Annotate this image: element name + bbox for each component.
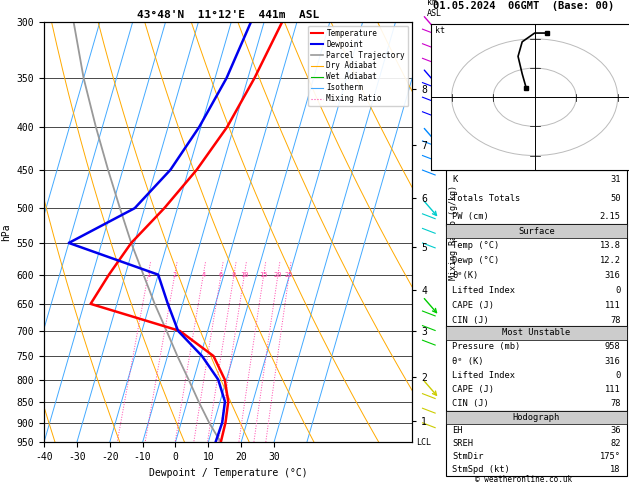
Text: Most Unstable: Most Unstable bbox=[502, 328, 571, 337]
Text: 18: 18 bbox=[610, 465, 621, 474]
Text: CAPE (J): CAPE (J) bbox=[452, 301, 494, 310]
Text: 0: 0 bbox=[615, 286, 621, 295]
Text: 316: 316 bbox=[605, 357, 621, 365]
Y-axis label: hPa: hPa bbox=[1, 223, 11, 241]
Text: 111: 111 bbox=[605, 301, 621, 310]
Text: LCL: LCL bbox=[416, 438, 431, 447]
Text: kt: kt bbox=[435, 26, 445, 35]
Text: 0: 0 bbox=[615, 371, 621, 380]
Text: © weatheronline.co.uk: © weatheronline.co.uk bbox=[475, 474, 572, 484]
Text: 8: 8 bbox=[232, 272, 236, 278]
Text: Pressure (mb): Pressure (mb) bbox=[452, 342, 520, 351]
Text: 111: 111 bbox=[605, 385, 621, 394]
Text: PW (cm): PW (cm) bbox=[452, 212, 489, 221]
Text: 1: 1 bbox=[146, 272, 150, 278]
Text: Hodograph: Hodograph bbox=[513, 413, 560, 422]
Text: 01.05.2024  06GMT  (Base: 00): 01.05.2024 06GMT (Base: 00) bbox=[433, 1, 615, 12]
Title: 43°48'N  11°12'E  441m  ASL: 43°48'N 11°12'E 441m ASL bbox=[137, 10, 319, 20]
Text: 78: 78 bbox=[610, 399, 621, 408]
Text: 6: 6 bbox=[219, 272, 223, 278]
Bar bbox=[446, 170, 627, 226]
Text: CIN (J): CIN (J) bbox=[452, 316, 489, 325]
Text: Mixing Ratio (g/kg): Mixing Ratio (g/kg) bbox=[449, 185, 458, 279]
Text: 15: 15 bbox=[260, 272, 268, 278]
Text: StmDir: StmDir bbox=[452, 452, 484, 461]
Text: SREH: SREH bbox=[452, 439, 473, 448]
Bar bbox=[446, 326, 627, 340]
Bar bbox=[446, 224, 627, 328]
X-axis label: Dewpoint / Temperature (°C): Dewpoint / Temperature (°C) bbox=[148, 468, 308, 478]
Text: 78: 78 bbox=[610, 316, 621, 325]
Text: 31: 31 bbox=[610, 175, 621, 184]
Text: 4: 4 bbox=[201, 272, 206, 278]
Text: Temp (°C): Temp (°C) bbox=[452, 242, 499, 250]
Text: Lifted Index: Lifted Index bbox=[452, 286, 515, 295]
Text: 10: 10 bbox=[240, 272, 248, 278]
Text: 2.15: 2.15 bbox=[599, 212, 621, 221]
Text: 958: 958 bbox=[605, 342, 621, 351]
Text: CAPE (J): CAPE (J) bbox=[452, 385, 494, 394]
Text: θᵉ (K): θᵉ (K) bbox=[452, 357, 484, 365]
Text: 25: 25 bbox=[285, 272, 294, 278]
Text: 316: 316 bbox=[605, 271, 621, 280]
Text: Totals Totals: Totals Totals bbox=[452, 193, 520, 203]
Text: θᵉ(K): θᵉ(K) bbox=[452, 271, 478, 280]
Text: 82: 82 bbox=[610, 439, 621, 448]
Text: 175°: 175° bbox=[599, 452, 621, 461]
Text: Dewp (°C): Dewp (°C) bbox=[452, 257, 499, 265]
Text: 20: 20 bbox=[274, 272, 282, 278]
Text: CIN (J): CIN (J) bbox=[452, 399, 489, 408]
Bar bbox=[446, 224, 627, 239]
Text: 13.8: 13.8 bbox=[599, 242, 621, 250]
Text: StmSpd (kt): StmSpd (kt) bbox=[452, 465, 509, 474]
Bar bbox=[446, 411, 627, 424]
Legend: Temperature, Dewpoint, Parcel Trajectory, Dry Adiabat, Wet Adiabat, Isotherm, Mi: Temperature, Dewpoint, Parcel Trajectory… bbox=[308, 26, 408, 106]
Text: K: K bbox=[452, 175, 457, 184]
Bar bbox=[446, 411, 627, 476]
Text: 36: 36 bbox=[610, 426, 621, 435]
Text: km
ASL: km ASL bbox=[426, 0, 442, 17]
Text: Surface: Surface bbox=[518, 226, 555, 236]
Bar bbox=[446, 326, 627, 411]
Text: 50: 50 bbox=[610, 193, 621, 203]
Text: EH: EH bbox=[452, 426, 462, 435]
Text: 2: 2 bbox=[172, 272, 177, 278]
Text: Lifted Index: Lifted Index bbox=[452, 371, 515, 380]
Text: 12.2: 12.2 bbox=[599, 257, 621, 265]
